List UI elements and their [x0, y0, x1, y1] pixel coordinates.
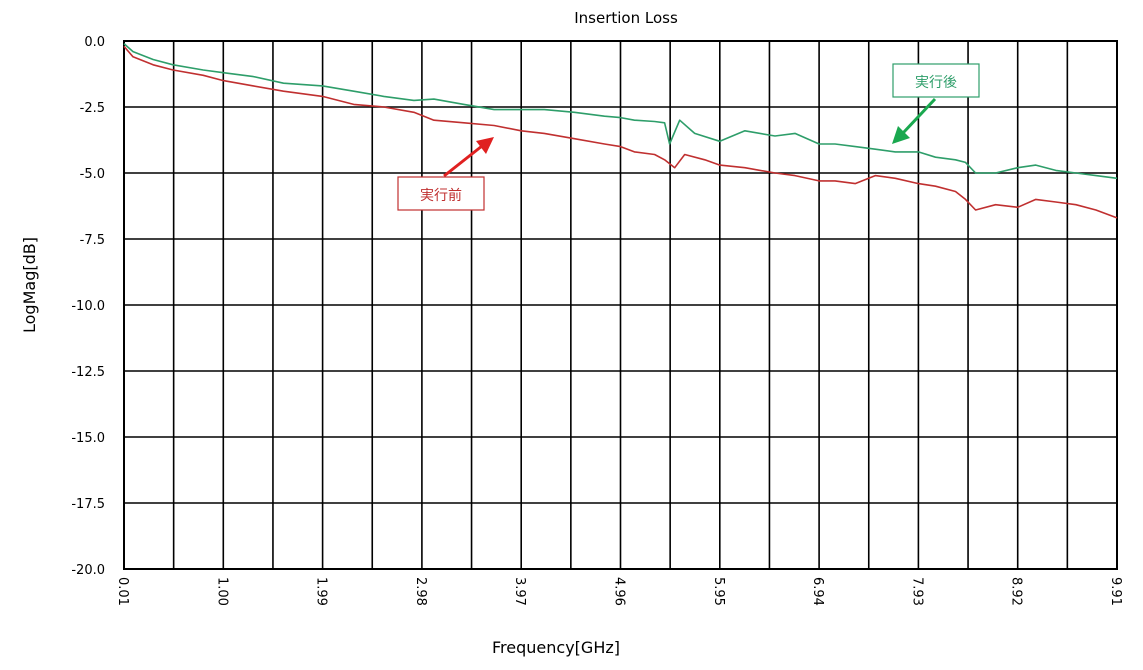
- annotation-after: 実行後: [892, 63, 980, 144]
- annotation-before: 実行前: [397, 137, 494, 211]
- y-tick-label: -12.5: [71, 365, 105, 380]
- x-axis-label: Frequency[GHz]: [492, 638, 620, 657]
- annotation-after-arrow: [901, 97, 937, 135]
- y-tick-label: -2.5: [80, 101, 105, 116]
- y-tick-label: -17.5: [71, 497, 105, 512]
- annotation-before-label: 実行前: [420, 187, 462, 204]
- annotation-after-label: 実行後: [915, 75, 957, 91]
- x-tick-label: 1.99: [314, 577, 329, 606]
- series-line-after: [123, 43, 1118, 180]
- x-tick-label: 4.96: [612, 577, 627, 606]
- y-tick-label: -15.0: [71, 431, 105, 446]
- y-tick-label: -10.0: [71, 299, 105, 314]
- y-tick-label: -5.0: [80, 167, 105, 182]
- annotation-before-arrow: [443, 144, 483, 178]
- x-tick-label: 5.95: [711, 577, 726, 606]
- x-axis-ticks: 0.01 1.00 1.99 2.98 3.97 4.96 5.95 6.94 7.93 8.92…: [115, 577, 1123, 606]
- annotation-before-arrowhead: [476, 137, 494, 154]
- x-tick-label: 9.91: [1108, 577, 1123, 606]
- x-tick-label: 0.01: [115, 577, 130, 606]
- x-tick-label: 6.94: [810, 577, 825, 606]
- series: [123, 43, 1118, 219]
- x-tick-label: 7.93: [909, 577, 924, 606]
- annotation-after-arrowhead: [892, 126, 910, 144]
- y-tick-label: 0.0: [84, 35, 105, 50]
- x-tick-label: 8.92: [1009, 577, 1024, 606]
- x-tick-label: 3.97: [512, 577, 527, 606]
- x-tick-label: 2.98: [413, 577, 428, 606]
- y-axis-ticks: 0.0 -2.5 -5.0 -7.5 -10.0 -12.5 -15.0 -17.5 -20.0: [71, 35, 105, 578]
- y-tick-label: -7.5: [80, 233, 105, 248]
- plot-frame: [123, 40, 1118, 570]
- grid: [123, 40, 1118, 570]
- x-tick-label: 1.00: [214, 577, 229, 606]
- series-line-before: [123, 45, 1118, 219]
- y-axis-label: LogMag[dB]: [20, 237, 39, 333]
- annotation-before-box: [397, 176, 485, 211]
- annotation-after-box: [892, 63, 980, 98]
- chart-title: Insertion Loss: [574, 9, 678, 27]
- y-tick-label: -20.0: [71, 563, 105, 578]
